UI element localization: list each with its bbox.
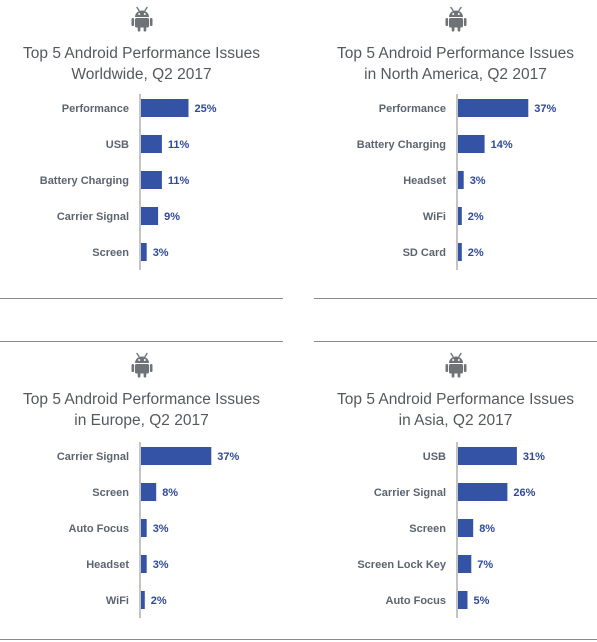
value-label: 14% [491, 139, 513, 151]
bar [141, 447, 212, 465]
bar [141, 519, 147, 537]
bar [141, 99, 189, 117]
android-icon [445, 352, 466, 378]
bar [458, 591, 468, 609]
category-label: USB [106, 139, 129, 151]
category-label: Battery Charging [40, 175, 129, 187]
value-label: 3% [153, 523, 169, 535]
value-label: 5% [474, 595, 490, 607]
bar-chart-worldwide: Performance 25% USB 11% Battery Charging 11% C… [40, 94, 217, 270]
bar [141, 171, 162, 189]
bar [458, 555, 472, 573]
bar [458, 135, 485, 153]
category-label: Performance [62, 103, 129, 115]
chart-title: Top 5 Android Performance Issues in Euro… [0, 389, 283, 431]
divider-line [0, 298, 283, 299]
category-label: Performance [379, 103, 446, 115]
bar [141, 243, 147, 261]
category-label: Auto Focus [69, 523, 130, 535]
chart-title-line: in Asia, Q2 2017 [398, 412, 513, 429]
bar-chart-asia: USB 31% Carrier Signal 26% Screen 8% Screen Lo… [357, 442, 545, 618]
category-label: WiFi [106, 595, 129, 607]
value-label: 37% [534, 103, 556, 115]
value-label: 8% [162, 487, 178, 499]
chart-title-line: Worldwide, Q2 2017 [71, 66, 212, 83]
bar [141, 207, 159, 225]
value-label: 8% [479, 523, 495, 535]
bar [141, 555, 147, 573]
value-label: 31% [523, 451, 545, 463]
value-label: 2% [468, 211, 484, 223]
bar [458, 519, 474, 537]
category-label: Carrier Signal [374, 487, 446, 499]
bar [141, 135, 162, 153]
value-label: 11% [168, 175, 190, 187]
value-label: 3% [470, 175, 486, 187]
category-label: Headset [403, 175, 446, 187]
category-label: Screen [92, 247, 129, 259]
value-label: 3% [153, 247, 169, 259]
value-label: 25% [195, 103, 217, 115]
value-label: 9% [164, 211, 180, 223]
value-label: 37% [217, 451, 239, 463]
value-label: 3% [153, 559, 169, 571]
chart-title-line: Top 5 Android Performance Issues [23, 45, 260, 62]
value-label: 26% [513, 487, 535, 499]
android-icon [445, 6, 466, 32]
bar [141, 483, 157, 501]
category-label: Auto Focus [386, 595, 447, 607]
category-label: Screen Lock Key [357, 559, 447, 571]
divider-line [0, 639, 597, 640]
chart-title: Top 5 Android Performance Issues in Asia… [314, 389, 597, 431]
bar [458, 207, 462, 225]
bar [458, 99, 529, 117]
category-label: SD Card [403, 247, 446, 259]
category-label: Carrier Signal [57, 451, 129, 463]
bar [458, 171, 464, 189]
value-label: 11% [168, 139, 190, 151]
chart-title-line: in North America, Q2 2017 [364, 66, 547, 83]
divider-line [314, 298, 597, 299]
android-icon [131, 6, 152, 32]
android-icon [131, 352, 152, 378]
chart-title-line: Top 5 Android Performance Issues [337, 45, 574, 62]
bar [458, 483, 508, 501]
category-label: Screen [92, 487, 129, 499]
chart-panel-north-america: Top 5 Android Performance Issues in Nort… [314, 6, 597, 296]
chart-panel-europe: Top 5 Android Performance Issues in Euro… [0, 352, 283, 636]
category-label: Headset [86, 559, 129, 571]
category-label: WiFi [423, 211, 446, 223]
chart-title-line: in Europe, Q2 2017 [74, 412, 209, 429]
bar-chart-europe: Carrier Signal 37% Screen 8% Auto Focus 3% Hea… [57, 442, 240, 618]
chart-title-line: Top 5 Android Performance Issues [23, 391, 260, 408]
bar [458, 243, 462, 261]
category-label: Screen [409, 523, 446, 535]
value-label: 2% [468, 247, 484, 259]
value-label: 2% [151, 595, 167, 607]
category-label: USB [423, 451, 446, 463]
chart-panel-worldwide: Top 5 Android Performance Issues Worldwi… [0, 6, 283, 296]
bar [141, 591, 145, 609]
chart-title: Top 5 Android Performance Issues Worldwi… [0, 43, 283, 85]
value-label: 7% [477, 559, 493, 571]
chart-title: Top 5 Android Performance Issues in Nort… [314, 43, 597, 85]
category-label: Carrier Signal [57, 211, 129, 223]
divider-line [0, 341, 283, 342]
bar [458, 447, 517, 465]
chart-title-line: Top 5 Android Performance Issues [337, 391, 574, 408]
chart-panel-asia: Top 5 Android Performance Issues in Asia… [314, 352, 597, 636]
bar-chart-north-america: Performance 37% Battery Charging 14% Headset… [357, 94, 557, 270]
divider-line [314, 341, 597, 342]
category-label: Battery Charging [357, 139, 446, 151]
